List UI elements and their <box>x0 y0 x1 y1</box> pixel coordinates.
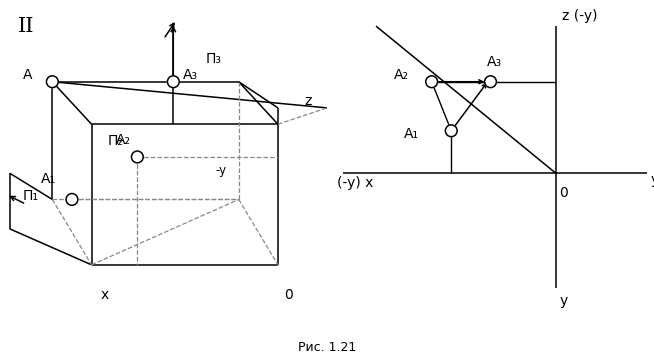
Text: x: x <box>101 288 109 302</box>
Circle shape <box>485 76 496 88</box>
Text: (-y) x: (-y) x <box>337 176 373 190</box>
Circle shape <box>167 76 179 88</box>
Circle shape <box>131 151 143 163</box>
Text: Π₂: Π₂ <box>108 134 124 148</box>
Text: A₂: A₂ <box>116 133 131 147</box>
Text: A: A <box>23 68 33 82</box>
Circle shape <box>445 125 457 137</box>
Text: z (-y): z (-y) <box>562 9 598 23</box>
Circle shape <box>46 76 58 88</box>
Text: 0: 0 <box>559 186 568 200</box>
Text: -y: -y <box>216 164 227 177</box>
Circle shape <box>66 193 78 205</box>
Text: A₁: A₁ <box>404 127 419 141</box>
Circle shape <box>426 76 438 88</box>
Text: Π₁: Π₁ <box>23 189 39 203</box>
Text: A₂: A₂ <box>394 68 409 82</box>
Text: Рис. 1.21: Рис. 1.21 <box>298 341 356 354</box>
Text: Π₃: Π₃ <box>206 52 222 66</box>
Text: 0: 0 <box>284 288 293 302</box>
Text: A₃: A₃ <box>183 68 198 82</box>
Text: II: II <box>18 17 35 36</box>
Text: y: y <box>651 173 654 187</box>
Text: z: z <box>304 94 311 108</box>
Text: A₃: A₃ <box>487 55 502 69</box>
Text: y: y <box>559 294 568 308</box>
Text: A₁: A₁ <box>41 172 56 186</box>
